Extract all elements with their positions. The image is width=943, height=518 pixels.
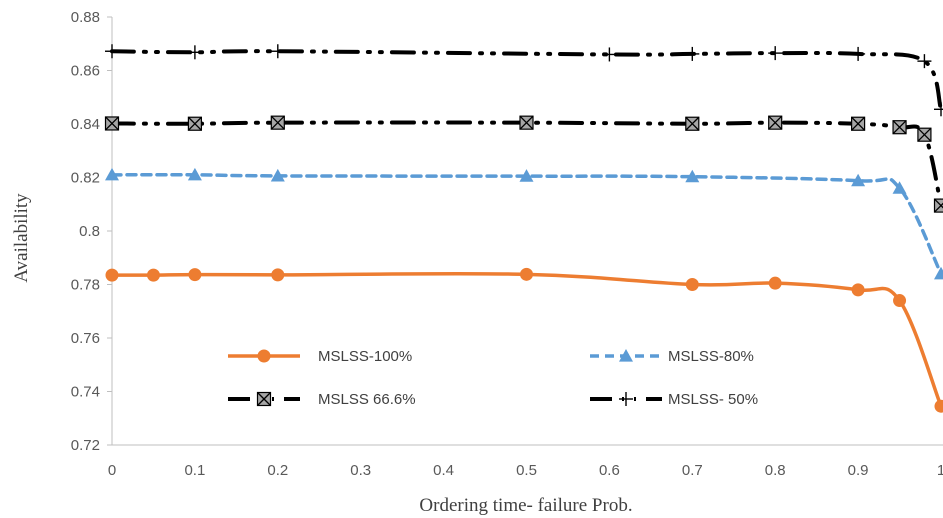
series-1-line	[110, 271, 943, 408]
x-tick-label: 0.9	[848, 462, 869, 479]
series-2	[105, 167, 943, 280]
series-3-point	[270, 115, 285, 130]
series-3-point	[768, 115, 783, 130]
y-tick-label: 0.82	[71, 170, 100, 187]
series-1-point	[768, 276, 782, 290]
y-tick-label: 0.86	[71, 63, 100, 80]
series-1-point	[893, 294, 907, 308]
series-2-point	[934, 266, 943, 280]
series-2-point	[519, 169, 534, 182]
series-3-point	[892, 120, 907, 135]
axes	[107, 16, 943, 446]
legend-item-3: MSLSS 66.6%	[228, 391, 416, 408]
series-3-point	[850, 116, 866, 131]
series-3-point	[519, 115, 534, 130]
legend-marker	[256, 391, 272, 407]
series-4-point	[187, 45, 202, 60]
series-4-point	[934, 102, 943, 117]
series-4-point	[917, 54, 932, 69]
series-4	[105, 44, 943, 117]
series-1-point	[685, 278, 699, 291]
x-tick-label: 0	[108, 462, 116, 479]
legend-label: MSLSS- 50%	[668, 391, 758, 408]
series-1-point	[146, 268, 160, 282]
series-3-point	[933, 198, 943, 213]
series-3-point	[685, 116, 700, 131]
legend-item-2: MSLSS-80%	[590, 348, 754, 365]
x-tick-label: 0.7	[682, 462, 703, 479]
y-tick-label: 0.74	[71, 384, 100, 401]
legend-item-4: MSLSS- 50%	[590, 391, 758, 408]
legend-label: MSLSS-100%	[318, 348, 412, 365]
series-1-point	[105, 268, 119, 282]
series-1-point	[271, 268, 285, 282]
series-1-point	[188, 268, 202, 282]
legend-marker	[257, 349, 271, 363]
legend-label: MSLSS-80%	[668, 348, 754, 365]
x-tick-label: 0.4	[433, 462, 454, 479]
series-2-point	[270, 168, 285, 182]
x-tick-label: 0.1	[184, 462, 205, 479]
tick-labels: 0.72 0.74 0.76 0.78 0.8 0.82 0.84 0.86 0.88 0 0.1 0…	[71, 9, 943, 479]
legend-marker	[619, 349, 633, 362]
legend-marker	[619, 392, 633, 406]
series-4-point	[602, 47, 617, 62]
x-axis-title: Ordering time- failure Prob.	[419, 495, 632, 516]
series-4-point	[768, 46, 783, 61]
series-2-point	[187, 167, 202, 181]
x-tick-label: 0.5	[516, 462, 537, 479]
x-tick-label: 0.8	[765, 462, 786, 479]
series-3-point	[187, 116, 202, 131]
series-4-line	[110, 49, 943, 112]
series-2-point	[685, 169, 700, 183]
series-2-point	[105, 167, 119, 181]
legend-item-1: MSLSS-100%	[228, 348, 412, 365]
legend-label: MSLSS 66.6%	[318, 391, 416, 408]
series-2-line	[110, 172, 943, 276]
series-3-point	[104, 116, 120, 131]
series-3-line	[110, 120, 943, 208]
series-4-point	[270, 44, 285, 59]
series-1-point	[851, 283, 865, 297]
series-1-point	[934, 399, 943, 413]
legend: MSLSS-100% MSLSS-80% MSLSS 66.6% MSLSS- 50%	[228, 348, 758, 408]
x-tick-label: 0.2	[267, 462, 288, 479]
series-4-point	[105, 44, 119, 59]
y-tick-label: 0.8	[79, 223, 100, 240]
series-2-point	[851, 173, 866, 187]
y-tick-label: 0.78	[71, 277, 100, 294]
series-4-point	[685, 46, 700, 61]
x-tick-label: 1	[937, 462, 943, 479]
series-4-point	[851, 46, 866, 61]
series-1	[105, 267, 943, 413]
series-2-point	[892, 181, 907, 194]
x-tick-label: 0.3	[350, 462, 371, 479]
series-layer	[104, 44, 943, 413]
series-1-point	[520, 267, 533, 281]
y-axis-title: Availability	[11, 193, 32, 283]
x-tick-label: 0.6	[599, 462, 620, 479]
y-tick-label: 0.72	[71, 437, 100, 454]
series-3-point	[917, 127, 932, 142]
y-tick-label: 0.76	[71, 330, 100, 347]
series-3	[104, 115, 943, 213]
y-tick-label: 0.88	[71, 9, 100, 26]
y-tick-label: 0.84	[71, 116, 100, 133]
